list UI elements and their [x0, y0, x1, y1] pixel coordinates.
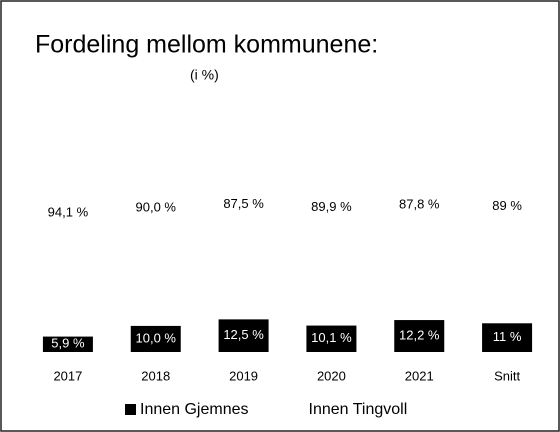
- bar-segment: [394, 90, 445, 321]
- x-tick-label: 2021: [405, 368, 434, 383]
- bar-segment: [394, 320, 445, 352]
- bar-segment: [306, 90, 357, 326]
- bar-segment: [130, 325, 181, 352]
- bar-segment: [42, 336, 93, 352]
- data-label: 90,0 %: [136, 199, 177, 214]
- data-label: 87,5 %: [223, 196, 264, 211]
- x-tick-label: 2018: [141, 368, 170, 383]
- x-tick-label: Snitt: [494, 368, 520, 383]
- legend-label: Innen Tingvoll: [309, 401, 408, 418]
- data-label: 94,1 %: [48, 205, 89, 220]
- legend-swatch: [293, 404, 305, 415]
- bar-segment: [218, 90, 269, 320]
- data-label: 10,0 %: [136, 330, 177, 345]
- bar-segment: [42, 90, 93, 337]
- x-tick-label: 2020: [317, 368, 346, 383]
- data-label: 89,9 %: [311, 199, 352, 214]
- data-label: 11 %: [493, 329, 522, 344]
- bar-segment: [482, 323, 533, 352]
- data-label: 12,5 %: [223, 327, 264, 342]
- bar-segment: [482, 90, 533, 324]
- chart-title: Fordeling mellom kommunene:: [35, 31, 378, 59]
- bar-segment: [218, 319, 269, 352]
- data-label: 12,2 %: [399, 327, 440, 342]
- x-tick-label: 2017: [53, 368, 82, 383]
- legend-label: Innen Gjemnes: [140, 401, 249, 418]
- bar-segment: [130, 90, 181, 326]
- data-label: 89 %: [492, 198, 522, 213]
- data-label: 87,8 %: [399, 196, 440, 211]
- bar-segment: [306, 325, 357, 352]
- chart-subtitle: (i %): [190, 67, 219, 83]
- legend-swatch: [125, 404, 136, 415]
- data-label: 10,1 %: [311, 330, 352, 345]
- x-tick-label: 2019: [229, 368, 258, 383]
- data-label: 5,9 %: [51, 336, 85, 351]
